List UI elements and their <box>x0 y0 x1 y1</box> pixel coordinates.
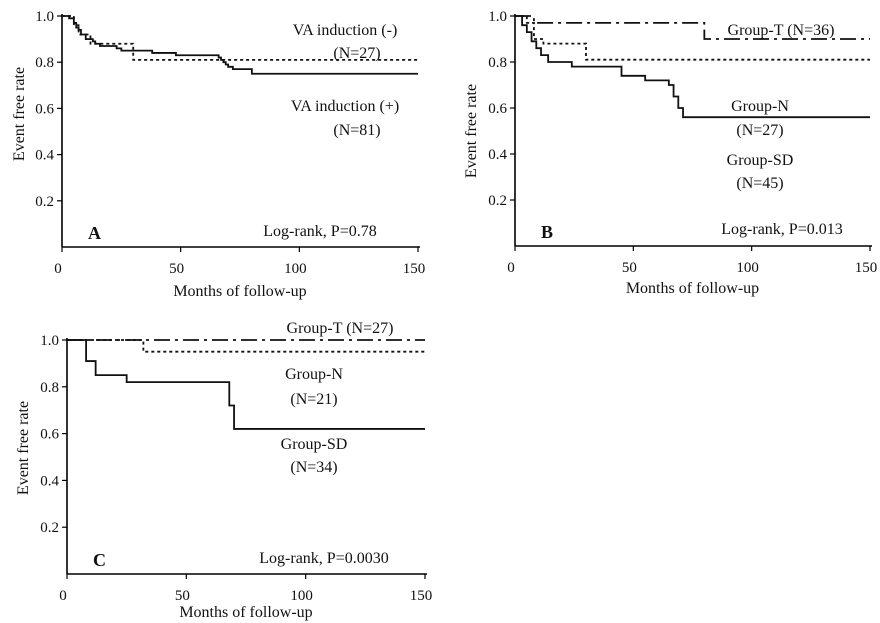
y-tick-label: 0.6 <box>35 101 54 117</box>
y-tick-label: 0.4 <box>488 147 507 163</box>
series-name-label: Group-N <box>285 366 343 383</box>
chart-panel-B: 0 50 100 150 0.2 0.4 0.6 0.8 1.0 Months of follow… <box>463 9 877 297</box>
series-line-group-sd <box>67 339 425 430</box>
y-tick-label: 0.4 <box>35 148 54 164</box>
y-tick-label: 0.4 <box>40 473 59 489</box>
x-tick-label: 0 <box>54 261 62 277</box>
x-tick-label: 150 <box>403 261 426 277</box>
x-axis-label: Months of follow-up <box>626 280 759 297</box>
series-n-label: (N=21) <box>290 391 337 408</box>
x-tick-label: 100 <box>284 261 307 277</box>
panel-label: B <box>541 222 553 242</box>
x-tick-label: 50 <box>175 588 190 604</box>
y-tick-label: 0.6 <box>488 101 507 117</box>
y-axis-label: Event free rate <box>15 401 32 495</box>
x-tick-label: 50 <box>622 260 637 276</box>
y-axis-label: Event free rate <box>463 84 480 178</box>
y-tick-label: 0.2 <box>35 194 54 210</box>
series-name-label: Group-T (N=27) <box>287 320 394 337</box>
series-name-label: Group-SD <box>727 152 794 169</box>
series-line-va-induction- <box>62 15 418 75</box>
y-tick-label: 1.0 <box>40 333 59 349</box>
x-tick-label: 0 <box>507 260 515 276</box>
y-tick-label: 0.8 <box>35 55 54 71</box>
series-name-label: VA induction (-) <box>293 22 398 39</box>
y-tick-label: 0.2 <box>488 193 507 209</box>
y-axis-label: Event free rate <box>11 67 28 161</box>
log-rank-annotation: Log-rank, P=0.013 <box>721 221 842 238</box>
log-rank-annotation: Log-rank, P=0.78 <box>263 223 376 240</box>
x-axis-label: Months of follow-up <box>173 283 306 300</box>
series-n-label: (N=27) <box>736 122 783 139</box>
x-tick-label: 100 <box>736 260 759 276</box>
log-rank-annotation: Log-rank, P=0.0030 <box>259 550 388 567</box>
series-n-label: (N=81) <box>333 122 380 139</box>
y-tick-label: 0.6 <box>40 427 59 443</box>
y-tick-label: 0.8 <box>488 55 507 71</box>
x-tick-label: 150 <box>410 588 433 604</box>
panel-label: A <box>88 223 101 243</box>
series-line-group-n <box>67 339 425 353</box>
y-tick-label: 0.8 <box>40 380 59 396</box>
series-name-label: Group-N <box>731 98 789 115</box>
x-tick-label: 150 <box>855 260 878 276</box>
series-name-label: Group-SD <box>281 436 348 453</box>
series-line-group-t <box>515 15 870 40</box>
y-tick-label: 1.0 <box>35 9 54 25</box>
x-tick-label: 100 <box>290 588 313 604</box>
series-name-label: Group-T (N=36) <box>728 22 835 39</box>
series-n-label: (N=45) <box>736 175 783 192</box>
x-tick-label: 50 <box>169 261 184 277</box>
series-n-label: (N=34) <box>290 459 337 476</box>
panel-label: C <box>93 550 106 570</box>
chart-panel-C: 0 50 100 150 0.2 0.4 0.6 0.8 1.0 Months of follow… <box>15 320 432 621</box>
chart-panel-A: 0 50 100 150 0.2 0.4 0.6 0.8 1.0 Months of follow… <box>11 9 425 300</box>
y-tick-label: 1.0 <box>488 9 507 25</box>
x-tick-label: 0 <box>59 588 67 604</box>
series-line-group-sd <box>515 15 870 119</box>
y-tick-label: 0.2 <box>40 520 59 536</box>
series-name-label: VA induction (+) <box>291 98 399 115</box>
x-axis-label: Months of follow-up <box>179 604 312 621</box>
series-n-label: (N=27) <box>333 45 380 62</box>
